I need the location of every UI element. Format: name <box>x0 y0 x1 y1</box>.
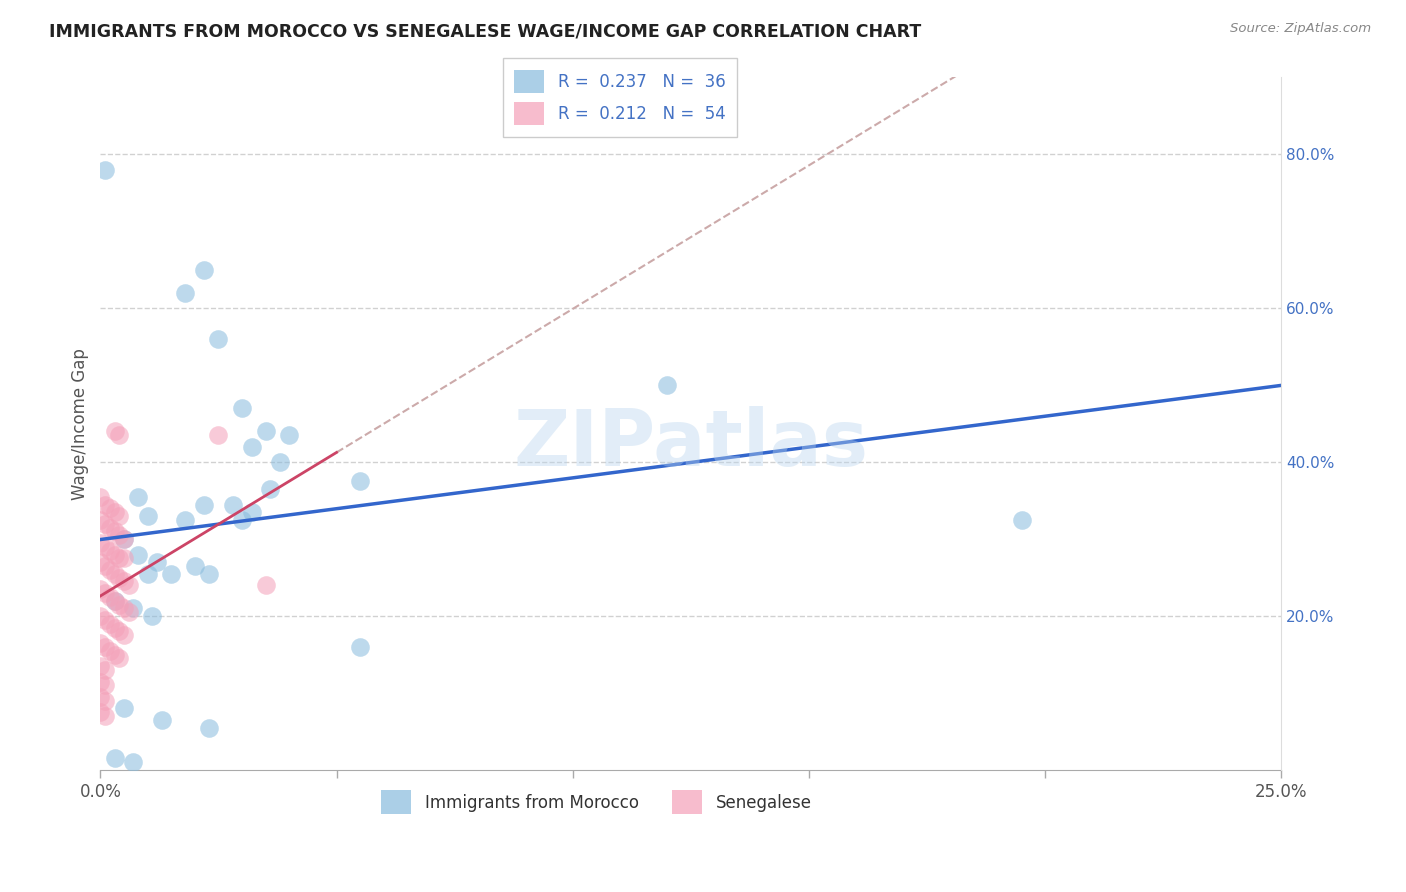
Point <box>103 593 125 607</box>
Point <box>89 636 111 650</box>
Point <box>103 505 125 519</box>
Point <box>349 475 371 489</box>
Point <box>118 578 141 592</box>
Point <box>112 601 135 615</box>
Point <box>98 543 121 558</box>
Text: ZIPatlas: ZIPatlas <box>513 407 869 483</box>
Point <box>103 566 125 581</box>
Point <box>89 513 111 527</box>
Point <box>94 709 117 723</box>
Point <box>94 678 117 692</box>
Point <box>94 613 117 627</box>
Point <box>94 559 117 574</box>
Point <box>89 555 111 569</box>
Point <box>207 332 229 346</box>
Point <box>89 490 111 504</box>
Point <box>103 524 125 539</box>
Point <box>259 482 281 496</box>
Point <box>108 571 131 585</box>
Point <box>198 566 221 581</box>
Point <box>89 706 111 720</box>
Text: Source: ZipAtlas.com: Source: ZipAtlas.com <box>1230 22 1371 36</box>
Point <box>94 694 117 708</box>
Point <box>221 498 243 512</box>
Point <box>89 609 111 624</box>
Point <box>98 501 121 516</box>
Point <box>103 621 125 635</box>
Point <box>269 455 291 469</box>
Point <box>160 566 183 581</box>
Point <box>108 598 131 612</box>
Point <box>98 590 121 604</box>
Point <box>122 601 145 615</box>
Point <box>349 640 371 654</box>
Point <box>174 513 197 527</box>
Point <box>98 563 121 577</box>
Point <box>254 578 277 592</box>
Point <box>122 756 145 770</box>
Point <box>657 378 679 392</box>
Point <box>112 532 135 546</box>
Point <box>98 644 121 658</box>
Point <box>98 616 121 631</box>
Point <box>108 551 131 566</box>
Point <box>240 505 263 519</box>
Point <box>231 513 253 527</box>
Legend: Immigrants from Morocco, Senegalese: Immigrants from Morocco, Senegalese <box>371 780 821 824</box>
Point <box>98 520 121 534</box>
Point <box>94 162 117 177</box>
Point <box>103 751 125 765</box>
Point <box>94 516 117 531</box>
Point <box>89 659 111 673</box>
Point <box>94 640 117 654</box>
Point <box>174 285 197 300</box>
Point <box>112 628 135 642</box>
Point <box>89 674 111 689</box>
Point <box>141 609 163 624</box>
Point <box>127 490 149 504</box>
Point <box>136 509 159 524</box>
Point <box>94 540 117 554</box>
Point <box>89 582 111 596</box>
Point <box>108 651 131 665</box>
Point <box>193 498 215 512</box>
Point <box>103 548 125 562</box>
Point <box>146 555 169 569</box>
Point <box>89 536 111 550</box>
Text: IMMIGRANTS FROM MOROCCO VS SENEGALESE WAGE/INCOME GAP CORRELATION CHART: IMMIGRANTS FROM MOROCCO VS SENEGALESE WA… <box>49 22 921 40</box>
Point <box>103 425 125 439</box>
Point <box>103 648 125 662</box>
Point <box>112 551 135 566</box>
Point <box>240 440 263 454</box>
Point <box>112 574 135 589</box>
Point <box>198 721 221 735</box>
Point <box>278 428 301 442</box>
Point <box>1011 513 1033 527</box>
Point <box>231 401 253 416</box>
Point <box>193 262 215 277</box>
Point <box>94 663 117 677</box>
Point <box>103 593 125 607</box>
Point <box>118 605 141 619</box>
Point <box>94 586 117 600</box>
Point <box>108 624 131 639</box>
Point <box>108 528 131 542</box>
Point <box>207 428 229 442</box>
Point <box>94 498 117 512</box>
Y-axis label: Wage/Income Gap: Wage/Income Gap <box>72 348 89 500</box>
Point <box>89 690 111 704</box>
Point <box>127 548 149 562</box>
Point <box>136 566 159 581</box>
Point <box>150 713 173 727</box>
Point <box>108 509 131 524</box>
Point <box>254 425 277 439</box>
Point <box>112 701 135 715</box>
Point <box>108 428 131 442</box>
Point <box>112 532 135 546</box>
Point <box>184 559 207 574</box>
